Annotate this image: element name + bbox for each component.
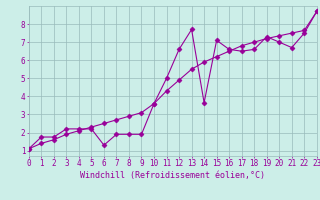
X-axis label: Windchill (Refroidissement éolien,°C): Windchill (Refroidissement éolien,°C) bbox=[80, 171, 265, 180]
